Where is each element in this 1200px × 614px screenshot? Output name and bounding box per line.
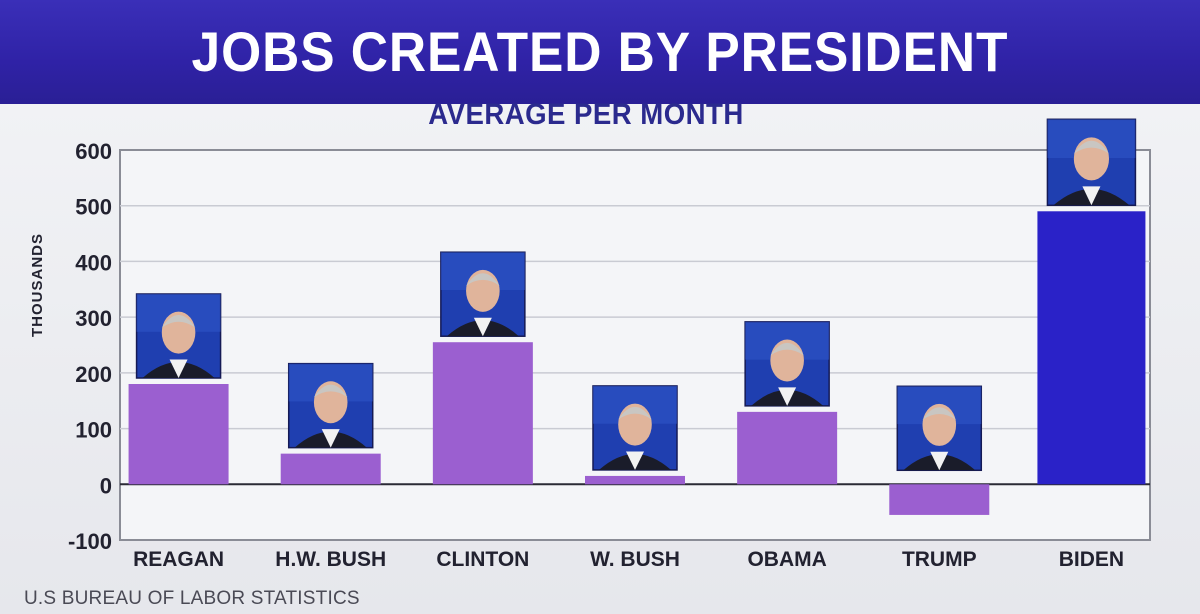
y-tick-label: 500: [75, 195, 112, 220]
portrait-photo: [896, 385, 983, 472]
x-tick-label: H.W. BUSH: [275, 548, 386, 571]
bar-trump: [889, 484, 990, 515]
x-tick-label: TRUMP: [902, 548, 977, 571]
x-tick-label: CLINTON: [436, 548, 529, 571]
portrait-photo: [592, 385, 678, 471]
page-title: JOBS CREATED BY PRESIDENT: [191, 20, 1009, 83]
y-tick-label: 0: [100, 473, 112, 498]
x-tick-label: BIDEN: [1059, 548, 1124, 571]
source-caption: U.S BUREAU OF LABOR STATISTICS: [24, 588, 360, 609]
x-tick-label: REAGAN: [133, 548, 224, 571]
y-tick-label: 600: [75, 139, 112, 164]
chart-subtitle: AVERAGE PER MONTH: [428, 98, 744, 131]
portrait-photo: [744, 321, 830, 407]
portrait-photo: [1046, 118, 1137, 207]
bar-reagan: [128, 384, 229, 485]
bar-h-w-bush: [280, 453, 381, 485]
y-axis-label: THOUSANDS: [29, 233, 46, 337]
x-tick-label: OBAMA: [747, 548, 826, 571]
portrait-photo: [287, 362, 374, 449]
title-banner: JOBS CREATED BY PRESIDENT: [0, 0, 1200, 104]
y-tick-label: 100: [75, 418, 112, 443]
portrait-photo: [440, 251, 526, 337]
bar-biden: [1037, 211, 1146, 485]
bar-clinton: [432, 342, 533, 485]
bar-w-bush: [585, 475, 685, 485]
y-tick-label: 200: [75, 362, 112, 387]
portrait-photo: [135, 293, 222, 379]
x-tick-label: W. BUSH: [590, 548, 680, 571]
y-tick-label: -100: [68, 529, 112, 554]
bar-obama: [737, 411, 838, 485]
y-tick-label: 400: [75, 250, 112, 275]
y-tick-label: 300: [75, 306, 112, 331]
